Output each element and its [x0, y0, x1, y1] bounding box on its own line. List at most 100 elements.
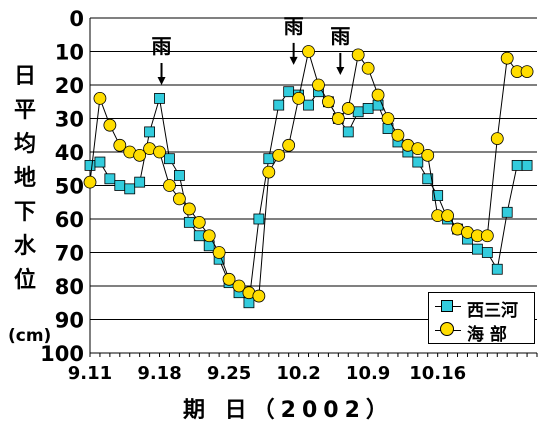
data-point: [164, 153, 175, 165]
legend-label: 西三河: [467, 301, 518, 321]
data-point: [94, 156, 106, 168]
data-point: [243, 297, 255, 309]
x-tick-label: 10.2: [276, 363, 320, 384]
data-point: [422, 173, 434, 185]
annotation-label: 雨: [330, 24, 350, 48]
data-point: [421, 148, 435, 162]
y-tick-label: 70: [55, 242, 84, 266]
data-point: [292, 92, 306, 105]
data-point: [520, 65, 534, 78]
data-point: [173, 170, 185, 181]
data-point: [432, 190, 444, 201]
data-point: [153, 145, 166, 159]
series-1: [83, 45, 534, 303]
rain-annotation: 雨: [284, 14, 304, 65]
y-tick-label: 100: [40, 342, 84, 366]
y-tick-label: 60: [55, 208, 84, 232]
y-tick-label: 50: [55, 175, 84, 199]
data-point: [104, 173, 116, 185]
data-point: [412, 156, 424, 168]
y-axis-label-char: 水: [13, 234, 36, 259]
data-point: [182, 202, 196, 216]
rain-annotation: 雨: [330, 24, 350, 75]
data-point: [84, 159, 96, 171]
y-tick-label: 20: [55, 74, 84, 98]
arrow-down-icon: [157, 77, 166, 85]
x-tick-label: 9.11: [68, 363, 112, 384]
y-axis-unit: (cm): [8, 326, 52, 346]
data-point: [351, 48, 365, 62]
data-point: [381, 112, 395, 125]
data-point: [262, 165, 276, 179]
data-point: [331, 112, 345, 125]
data-point: [282, 138, 296, 152]
data-point: [163, 179, 176, 192]
legend-item-nishimikawa: 西三河: [429, 295, 534, 321]
data-point: [252, 289, 266, 303]
y-tick-label: 10: [55, 41, 84, 65]
data-point: [511, 159, 523, 171]
data-point: [232, 279, 246, 293]
data-point: [103, 118, 117, 132]
data-point: [154, 93, 165, 104]
y-axis-label-char: 下: [13, 200, 36, 225]
data-point: [302, 45, 315, 58]
data-point: [212, 246, 226, 259]
y-tick-labels: 0 10 20 30 40 50 60 70 80 90 100: [40, 7, 84, 366]
data-point: [193, 230, 205, 242]
data-point: [283, 86, 295, 98]
data-point: [441, 209, 455, 223]
data-point: [113, 138, 127, 152]
data-point: [312, 78, 325, 92]
x-tick-labels: 9.11 9.18 9.25 10.2 10.9 10.16: [68, 363, 466, 384]
y-tick-label: 30: [55, 108, 84, 132]
x-tick-label: 9.25: [207, 363, 251, 384]
data-point: [321, 95, 335, 109]
data-point: [480, 229, 494, 243]
data-point: [83, 175, 97, 189]
y-tick-label: 0: [69, 7, 84, 31]
data-point: [144, 126, 156, 138]
rain-annotation: 雨: [152, 34, 172, 85]
data-point: [352, 106, 364, 118]
data-point: [93, 92, 107, 105]
circle-marker-icon: [440, 322, 454, 336]
annotation-label: 雨: [152, 34, 172, 58]
rain-annotations: 雨雨雨: [152, 14, 350, 85]
data-point: [372, 99, 384, 111]
legend-label: 海 部: [467, 325, 507, 345]
y-tick-label: 40: [55, 141, 84, 165]
series-line: [89, 51, 528, 297]
data-point: [253, 213, 265, 225]
arrow-down-icon: [289, 56, 298, 65]
data-point: [411, 142, 425, 156]
square-marker-icon: [441, 300, 453, 312]
y-axis-label-char: 地: [13, 166, 36, 191]
data-point: [124, 183, 136, 195]
data-point: [342, 126, 354, 138]
data-point: [521, 159, 533, 171]
series-line: [89, 90, 528, 304]
data-point: [263, 153, 275, 165]
x-tick-label: 10.9: [346, 363, 390, 384]
data-point: [371, 88, 385, 102]
data-point: [481, 247, 493, 258]
data-point: [222, 272, 236, 286]
series-lines: [83, 45, 534, 309]
series-0: [84, 86, 533, 309]
data-point: [192, 215, 206, 229]
y-axis-label-char: 日: [13, 64, 36, 89]
annotation-label: 雨: [284, 14, 304, 38]
data-point: [341, 102, 355, 115]
data-point: [500, 51, 514, 65]
legend-item-ama: 海 部: [429, 319, 534, 345]
data-point: [362, 103, 374, 114]
x-axis-label: 期 日（2002）: [183, 398, 394, 423]
data-point: [361, 61, 375, 75]
data-point: [471, 243, 483, 255]
data-point: [272, 148, 286, 162]
data-point: [183, 216, 195, 228]
data-point: [391, 128, 405, 142]
y-tick-label: 80: [55, 275, 84, 299]
